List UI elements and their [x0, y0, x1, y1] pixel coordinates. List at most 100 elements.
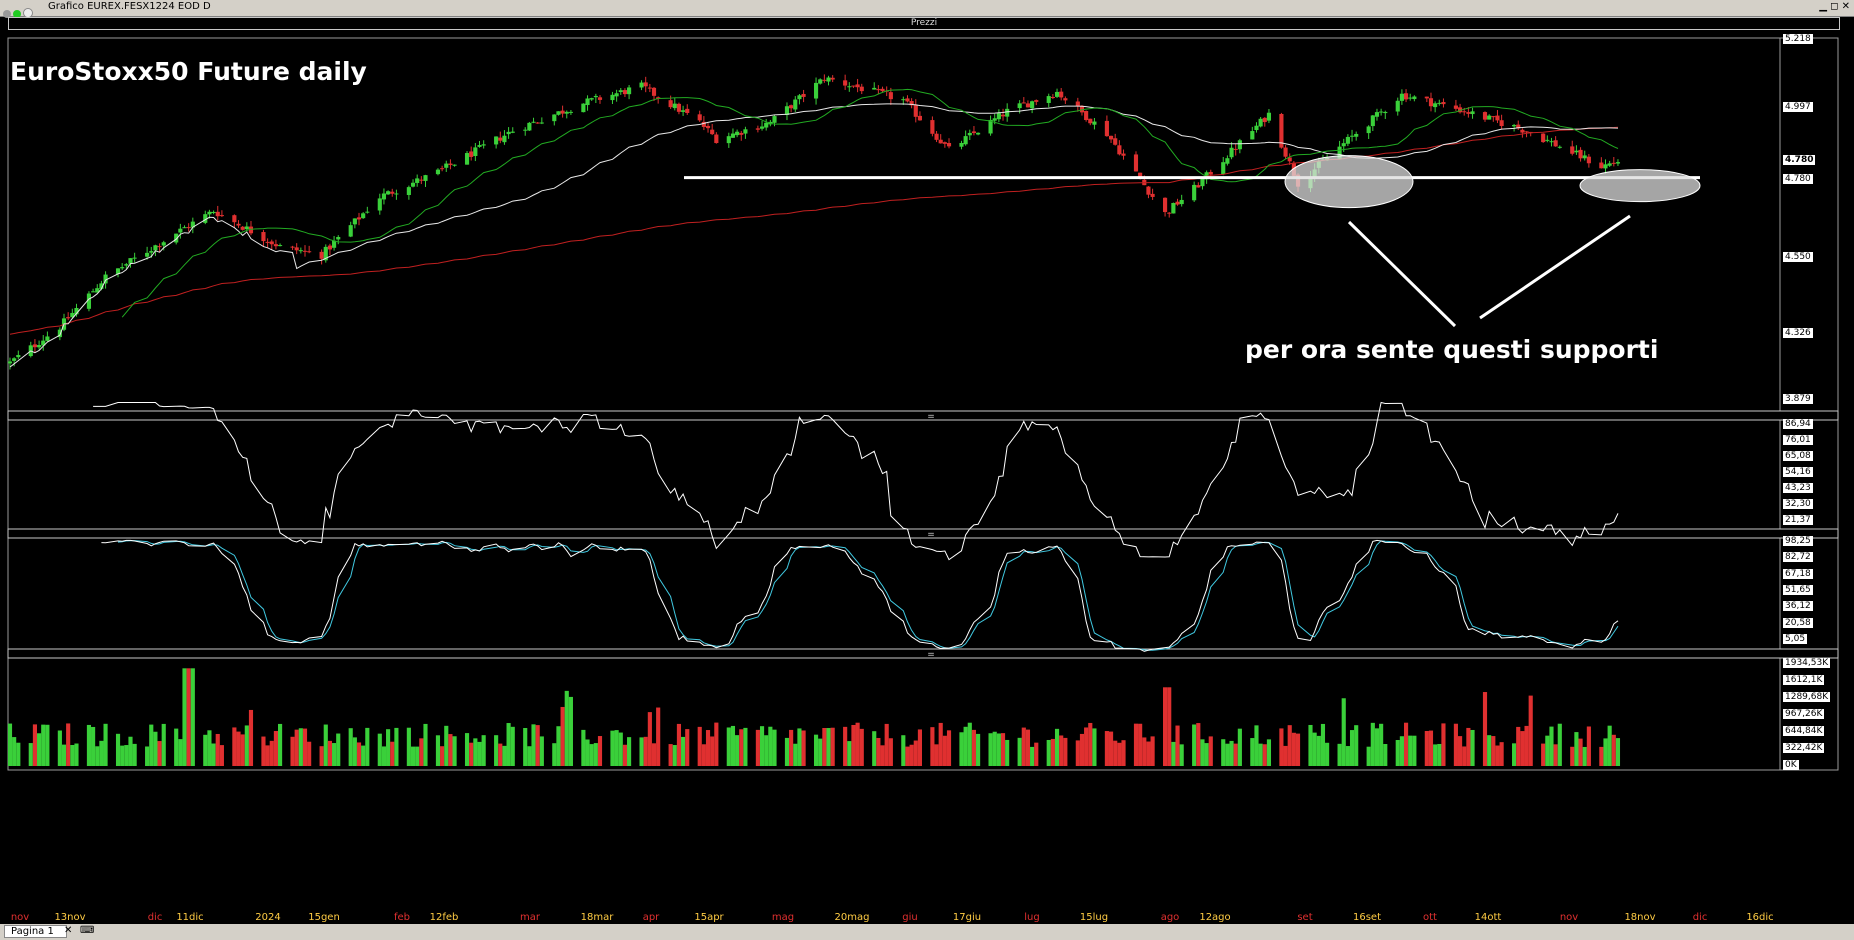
volume-bar	[627, 737, 632, 766]
candle-body	[498, 137, 503, 141]
volume-bar	[41, 724, 46, 766]
volume-bar	[622, 744, 627, 766]
candle-body	[1433, 103, 1438, 108]
volume-bar	[298, 728, 303, 766]
volume-bar	[240, 734, 245, 766]
volume-bar	[1499, 742, 1504, 766]
volume-bar	[28, 743, 33, 766]
candle-body	[901, 99, 906, 101]
candle-body	[1030, 101, 1035, 109]
volume-bar	[1345, 746, 1350, 766]
add-tab-icon[interactable]: ⌨	[80, 925, 95, 936]
volume-bar	[880, 745, 885, 766]
candle-body	[1453, 105, 1458, 109]
x-axis-label: ago	[1161, 912, 1180, 923]
volume-bar	[390, 741, 395, 766]
volume-bar	[1229, 740, 1234, 766]
volume-bar	[190, 668, 195, 766]
stoch-tick-label: 36,12	[1783, 601, 1813, 612]
volume-bar	[1063, 737, 1068, 766]
volume-bar	[1470, 729, 1475, 766]
volume-bar	[1611, 734, 1616, 766]
volume-bar	[917, 729, 922, 766]
volume-bar	[589, 744, 594, 766]
volume-bar	[444, 725, 449, 766]
volume-bar	[1117, 742, 1122, 766]
stoch-k-line	[101, 539, 1619, 652]
volume-bar	[1179, 744, 1184, 766]
candle-body	[394, 193, 399, 195]
candle-body	[793, 99, 798, 110]
volume-bar	[710, 736, 715, 766]
volume-bar	[332, 743, 337, 766]
candle-body	[12, 358, 17, 361]
volume-bar	[789, 729, 794, 766]
volume-bar	[361, 745, 366, 766]
volume-bar	[211, 743, 216, 766]
rsi-tick-label: 76,01	[1783, 435, 1813, 445]
volume-bar	[1287, 725, 1292, 766]
candle-body	[128, 258, 133, 264]
volume-bar	[1553, 744, 1558, 766]
candle-body	[822, 79, 827, 81]
candle-body	[1520, 129, 1525, 133]
volume-bar	[859, 728, 864, 766]
candle-body	[1495, 115, 1500, 121]
volume-bar	[772, 729, 777, 766]
candle-body	[739, 132, 744, 135]
volume-bar	[988, 733, 993, 766]
candle-body	[294, 247, 299, 251]
volume-bar	[523, 728, 528, 766]
volume-bar	[735, 735, 740, 766]
candle-body	[278, 245, 283, 247]
volume-bar	[336, 733, 341, 766]
candle-body	[597, 97, 603, 100]
volume-bar	[768, 726, 773, 766]
candle-body	[1499, 120, 1504, 127]
window-buttons[interactable]: ▁ ◻ ✕	[1819, 1, 1850, 12]
volume-bar	[793, 743, 798, 766]
candle-body	[701, 121, 706, 127]
volume-bar	[656, 707, 661, 766]
rsi-tick-label: 65,08	[1783, 451, 1813, 461]
candle-body	[1458, 107, 1463, 113]
candle-body	[1146, 186, 1151, 195]
page-tab[interactable]: Pagina 1	[4, 925, 67, 938]
green-dot-icon[interactable]	[13, 10, 21, 18]
volume-bar	[120, 745, 125, 766]
volume-bar	[394, 727, 399, 766]
candle-body	[1399, 93, 1404, 101]
candle-body	[1491, 116, 1496, 118]
candle-body	[726, 136, 731, 144]
volume-bar	[174, 728, 179, 766]
candle-body	[1582, 155, 1587, 159]
volume-bar	[1524, 725, 1529, 766]
candle-body	[552, 114, 557, 122]
candle-body	[1017, 103, 1022, 109]
candle-body	[348, 225, 353, 237]
candle-body	[959, 142, 964, 147]
menu-dot-icon[interactable]	[3, 10, 11, 18]
candle-body	[290, 246, 295, 248]
candle-body	[1408, 97, 1413, 99]
volume-bar	[1050, 738, 1055, 766]
candle-body	[593, 95, 598, 98]
candle-body	[232, 215, 237, 223]
candle-body	[298, 250, 303, 252]
volume-bar	[273, 731, 278, 766]
close-tab-icon[interactable]: ✕	[64, 925, 73, 936]
volume-bar	[1167, 687, 1172, 766]
candle-body	[99, 283, 104, 289]
candle-body	[381, 193, 387, 200]
candle-body	[1437, 102, 1442, 104]
x-axis-label: dic	[1693, 912, 1708, 923]
candle-body	[1366, 126, 1371, 134]
volume-bar	[1574, 732, 1579, 766]
volume-bar	[581, 729, 586, 766]
volume-bar	[1138, 723, 1143, 766]
volume-bar	[697, 726, 702, 766]
candle-body	[406, 187, 411, 195]
stoch-tick-label: 20,58	[1783, 617, 1813, 628]
volume-bar	[1428, 730, 1434, 766]
